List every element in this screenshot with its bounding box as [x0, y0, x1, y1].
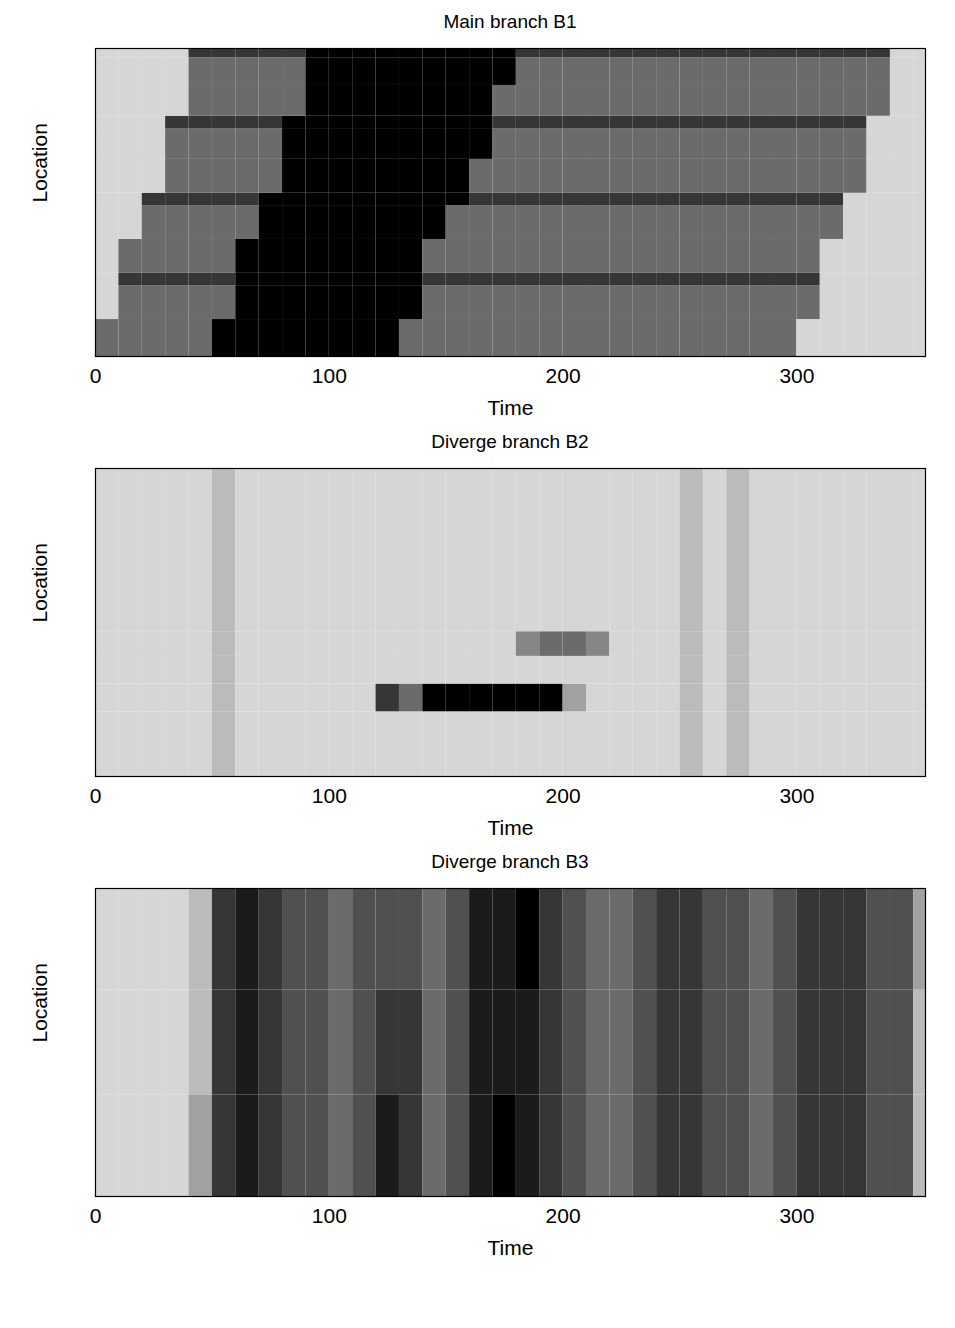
svg-text:100: 100 — [312, 364, 347, 387]
svg-text:Location: Location — [28, 543, 51, 622]
svg-text:200: 200 — [546, 364, 581, 387]
svg-text:0: 0 — [90, 1204, 102, 1227]
html-text:Diverge branch B2: Diverge branch B2 — [431, 431, 589, 452]
svg-text:0: 0 — [90, 784, 102, 807]
svg-text:200: 200 — [546, 1204, 581, 1227]
svg-text:Time: Time — [488, 816, 534, 839]
svg-text:Location: Location — [28, 963, 51, 1042]
svg-text:300: 300 — [779, 784, 814, 807]
svg-text:100: 100 — [312, 784, 347, 807]
svg-text:100: 100 — [312, 1204, 347, 1227]
svg-text:200: 200 — [546, 784, 581, 807]
html-text:Diverge branch B3: Diverge branch B3 — [431, 851, 589, 872]
svg-text:300: 300 — [779, 1204, 814, 1227]
svg-text:Location: Location — [28, 123, 51, 202]
svg-text:Time: Time — [488, 1236, 534, 1259]
svg-text:0: 0 — [90, 364, 102, 387]
html-text:Main branch B1: Main branch B1 — [443, 11, 577, 32]
svg-text:300: 300 — [779, 364, 814, 387]
svg-text:Time: Time — [488, 396, 534, 419]
